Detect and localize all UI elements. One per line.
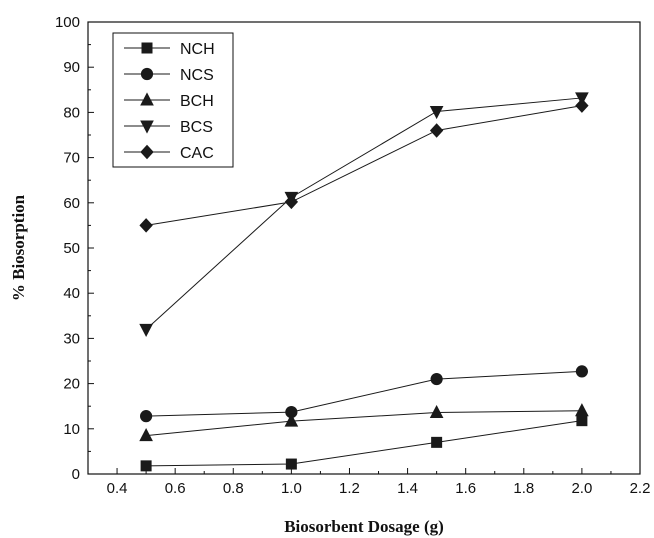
data-point-cac bbox=[575, 98, 589, 113]
y-tick-label: 50 bbox=[63, 240, 80, 257]
data-point-bcs bbox=[139, 323, 153, 337]
x-tick-label: 0.4 bbox=[107, 480, 128, 497]
legend-marker bbox=[140, 120, 154, 134]
legend-label: BCS bbox=[180, 119, 213, 136]
legend-marker bbox=[141, 42, 153, 54]
y-tick-label: 10 bbox=[63, 421, 80, 438]
data-point-bcs bbox=[429, 105, 444, 120]
x-tick-label: 0.8 bbox=[223, 480, 244, 497]
series-bch bbox=[139, 403, 589, 442]
data-point-bch bbox=[284, 413, 299, 427]
data-point-ncs bbox=[575, 365, 588, 378]
x-tick-label: 1.2 bbox=[339, 480, 360, 497]
y-tick-label: 80 bbox=[63, 104, 80, 121]
x-tick-label: 2.2 bbox=[630, 480, 651, 497]
legend-item-ncs: NCS bbox=[124, 67, 214, 84]
data-point-ncs bbox=[140, 410, 153, 423]
y-axis-title: % Biosorption bbox=[9, 194, 28, 301]
x-axis-title: Biosorbent Dosage (g) bbox=[284, 517, 444, 536]
series-nch bbox=[140, 415, 588, 472]
y-tick-label: 60 bbox=[63, 195, 80, 212]
legend: NCH NCS BCH BCS CAC bbox=[112, 32, 234, 168]
legend-item-bcs: BCS bbox=[124, 119, 213, 136]
data-point-bch bbox=[575, 403, 589, 417]
x-axis: 0.4 0.6 0.8 1.0 1.2 1.4 1.6 1.8 2.0 2.2 bbox=[87, 468, 651, 497]
data-point-bch bbox=[429, 404, 444, 419]
legend-label: BCH bbox=[180, 93, 214, 110]
data-point-ncs bbox=[430, 372, 443, 386]
x-tick-label: 0.6 bbox=[165, 480, 186, 497]
data-point-cac bbox=[429, 123, 444, 138]
x-tick-label: 2.0 bbox=[571, 480, 592, 497]
y-tick-label: 70 bbox=[63, 150, 80, 167]
x-tick-label: 1.4 bbox=[397, 480, 418, 497]
data-point-nch bbox=[140, 460, 152, 472]
legend-marker bbox=[140, 144, 154, 160]
data-point-cac bbox=[139, 218, 153, 233]
series-line-cac bbox=[146, 105, 582, 226]
series-layer bbox=[139, 92, 589, 472]
x-tick-label: 1.0 bbox=[281, 480, 302, 497]
legend-label: NCS bbox=[180, 67, 214, 84]
legend-marker bbox=[140, 92, 154, 106]
x-tick-label: 1.6 bbox=[455, 480, 476, 497]
data-point-cac bbox=[284, 194, 299, 210]
y-tick-label: 40 bbox=[63, 285, 80, 302]
y-tick-label: 20 bbox=[63, 376, 80, 393]
series-ncs bbox=[140, 365, 588, 423]
series-line-bcs bbox=[145, 97, 582, 330]
legend-label: CAC bbox=[180, 145, 214, 162]
series-line-bch bbox=[146, 410, 582, 437]
legend-marker bbox=[140, 67, 154, 81]
legend-item-cac: CAC bbox=[124, 144, 214, 162]
y-axis: 0 10 20 30 40 50 60 70 80 90 100 bbox=[55, 14, 94, 483]
series-line-ncs bbox=[146, 370, 582, 417]
data-point-nch bbox=[285, 458, 297, 470]
legend-label: NCH bbox=[180, 41, 215, 58]
legend-item-nch: NCH bbox=[124, 41, 215, 58]
y-tick-label: 100 bbox=[55, 14, 80, 31]
y-tick-label: 90 bbox=[63, 59, 80, 76]
data-point-nch bbox=[576, 415, 588, 427]
data-point-bch bbox=[139, 427, 153, 442]
series-cac bbox=[139, 98, 589, 233]
data-point-nch bbox=[431, 436, 443, 448]
series-line-nch bbox=[146, 420, 582, 467]
y-tick-label: 30 bbox=[63, 330, 80, 347]
x-tick-label: 1.8 bbox=[513, 480, 534, 497]
y-tick-label: 0 bbox=[72, 466, 80, 483]
legend-item-bch: BCH bbox=[124, 92, 214, 110]
